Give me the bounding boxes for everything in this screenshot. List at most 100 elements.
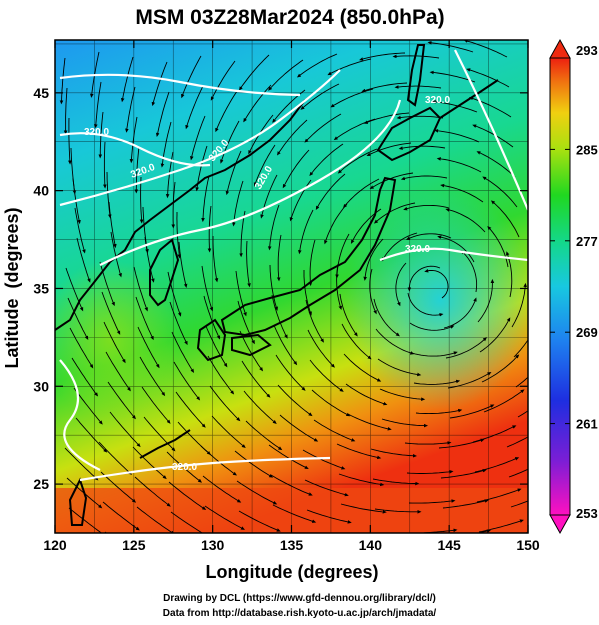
streamline <box>282 149 310 189</box>
streamline <box>75 417 108 453</box>
streamline <box>479 317 511 353</box>
x-axis: 120 125 130 135 140 145 150 <box>43 40 540 553</box>
y-tick-label: 45 <box>33 85 49 101</box>
streamline <box>107 381 136 420</box>
streamline <box>76 237 91 283</box>
streamline <box>181 55 202 99</box>
x-tick-label: 120 <box>43 537 67 553</box>
streamline <box>271 294 288 339</box>
streamline <box>239 54 270 91</box>
streamline <box>415 408 463 415</box>
streamline <box>201 175 210 223</box>
streamline <box>109 411 141 448</box>
streamline <box>407 292 444 317</box>
coastline-china-mainland <box>55 99 306 331</box>
streamline <box>404 441 452 445</box>
coastline-taiwan <box>68 477 88 526</box>
y-axis: 25 30 35 40 45 <box>33 85 528 492</box>
streamline <box>136 506 175 533</box>
streamline <box>178 241 188 288</box>
colorbar-tick-label: 277 <box>576 234 598 249</box>
streamline <box>395 262 407 307</box>
streamline <box>273 324 298 366</box>
contour-line-south <box>79 456 331 482</box>
streamline <box>373 298 400 337</box>
streamline <box>515 376 528 388</box>
contour-lines <box>59 49 528 482</box>
yellow-sea-warm-area <box>55 260 180 420</box>
streamline <box>135 296 154 341</box>
streamline <box>276 234 282 282</box>
streamline <box>508 468 528 478</box>
streamline <box>363 112 410 124</box>
streamline <box>347 413 392 431</box>
streamline <box>239 330 264 372</box>
streamline <box>359 52 406 61</box>
streamline <box>440 469 487 479</box>
streamline <box>232 180 244 227</box>
streamline <box>151 61 168 107</box>
streamline <box>141 386 171 424</box>
streamline <box>341 323 372 360</box>
streamline <box>205 325 228 368</box>
streamline <box>366 142 412 156</box>
streamline <box>102 501 140 531</box>
streamline <box>438 438 485 449</box>
streamline <box>327 58 372 76</box>
streamline <box>98 441 133 475</box>
streamline <box>100 471 137 503</box>
streamline <box>137 326 160 369</box>
streamline <box>481 354 520 383</box>
contour-line-east <box>379 247 528 262</box>
coastline-kurils <box>439 79 499 119</box>
streamline <box>343 178 380 209</box>
contour-label: 320.0 <box>172 462 197 473</box>
streamline <box>239 210 246 258</box>
streamline <box>272 504 317 523</box>
streamline <box>469 96 512 118</box>
streamline <box>309 359 344 392</box>
streamline <box>238 510 281 532</box>
streamline <box>424 268 449 299</box>
streamline <box>345 383 388 406</box>
streamline <box>201 265 214 312</box>
streamline <box>215 90 238 133</box>
streamline <box>132 446 167 480</box>
colorbar-tick-label: 253 <box>576 506 598 521</box>
streamline <box>311 389 351 417</box>
streamline <box>413 379 461 385</box>
streamline <box>103 141 107 189</box>
streamline <box>338 473 385 487</box>
streamline <box>513 339 528 358</box>
coastline-sakhalin <box>406 44 426 107</box>
streamline <box>209 385 241 422</box>
streamline <box>64 447 99 481</box>
streamline <box>302 449 346 470</box>
streamline <box>171 331 195 374</box>
contour-line-southwest <box>59 359 101 471</box>
streamline <box>275 354 306 391</box>
streamline <box>443 297 477 329</box>
streamline <box>460 250 478 293</box>
streamline <box>373 202 416 224</box>
streamline <box>476 488 522 503</box>
streamline <box>475 529 491 533</box>
streamline <box>243 390 277 424</box>
streamline <box>203 295 221 340</box>
streamline <box>506 251 513 298</box>
y-tick-label: 40 <box>33 183 49 199</box>
streamline <box>405 233 452 240</box>
streamline <box>313 419 356 442</box>
streamline <box>253 144 276 187</box>
streamline <box>68 507 106 533</box>
streamline <box>472 425 517 443</box>
streamline <box>129 116 138 164</box>
coastline-honshu <box>220 176 397 337</box>
streamline <box>277 119 308 156</box>
streamline <box>407 265 441 292</box>
streamline <box>220 120 240 164</box>
colorbar-tick-label: 261 <box>576 417 598 432</box>
streamline <box>139 356 166 397</box>
streamline <box>307 329 335 368</box>
streamline <box>437 235 475 263</box>
